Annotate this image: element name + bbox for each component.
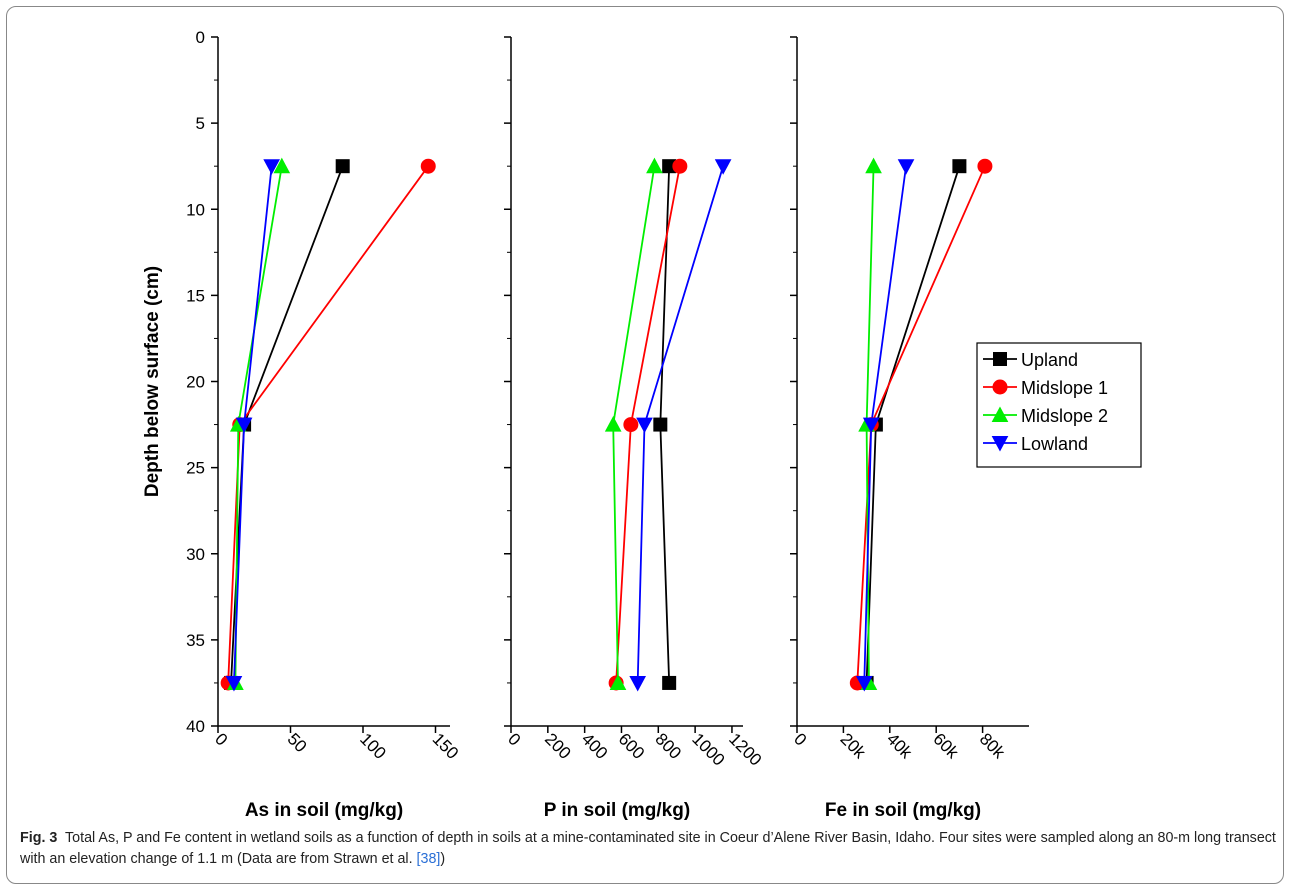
y-tick-label: 25: [186, 459, 205, 478]
caption-end: ): [440, 851, 446, 867]
x-tick-label: 0: [504, 729, 524, 749]
y-tick-label: 10: [186, 200, 205, 219]
y-tick-label: 15: [186, 286, 205, 305]
marker: [672, 158, 688, 174]
marker: [952, 159, 967, 174]
marker: [862, 417, 880, 434]
marker: [855, 675, 873, 692]
caption-ref[interactable]: [38]: [416, 851, 441, 867]
series-line: [227, 165, 429, 683]
marker: [653, 417, 668, 432]
x-tick-label: 800: [651, 729, 684, 762]
marker: [646, 157, 663, 174]
legend-marker: [991, 406, 1009, 422]
marker: [897, 159, 915, 175]
x-tick-label: 40k: [883, 729, 916, 762]
marker: [977, 158, 993, 174]
x-tick-label: 50: [284, 729, 311, 756]
series-line: [636, 165, 724, 683]
marker: [609, 674, 627, 690]
caption: Fig. 3 Total As, P and Fe content in wet…: [20, 828, 1282, 870]
marker: [420, 158, 436, 174]
figure-frame: [6, 6, 1284, 884]
x-axis-label: Fe in soil (mg/kg): [825, 800, 981, 820]
legend-label: Midslope 2: [1021, 406, 1108, 426]
x-tick-label: 80k: [976, 729, 1009, 762]
x-tick-label: 60k: [929, 729, 962, 762]
marker: [629, 675, 647, 692]
x-axis-label: P in soil (mg/kg): [544, 800, 690, 820]
legend-marker: [991, 436, 1009, 452]
x-tick-label: 1000: [688, 729, 728, 769]
marker: [235, 417, 253, 434]
y-tick-label: 30: [186, 545, 205, 564]
marker: [335, 159, 350, 174]
x-tick-label: 0: [790, 729, 810, 749]
caption-label: Fig. 3: [20, 830, 58, 846]
y-tick-label: 35: [186, 631, 205, 650]
legend-marker: [993, 352, 1007, 366]
x-tick-label: 0: [211, 729, 231, 749]
y-tick-label: 20: [186, 373, 205, 392]
x-tick-label: 20k: [837, 729, 870, 762]
caption-text: Total As, P and Fe content in wetland so…: [20, 830, 1276, 867]
y-tick-label: 0: [196, 28, 205, 47]
x-tick-label: 1200: [725, 729, 765, 769]
marker: [662, 675, 677, 690]
legend-label: Upland: [1021, 350, 1078, 370]
y-tick-label: 40: [186, 717, 205, 736]
legend-label: Lowland: [1021, 434, 1088, 454]
y-axis-label: Depth below surface (cm): [142, 266, 163, 497]
marker: [263, 159, 280, 175]
x-tick-label: 400: [578, 729, 611, 762]
x-tick-label: 100: [356, 729, 389, 762]
marker: [636, 417, 653, 434]
y-tick-label: 5: [196, 114, 205, 133]
marker: [273, 157, 291, 174]
marker: [225, 675, 243, 692]
x-axis-label: As in soil (mg/kg): [245, 800, 403, 820]
x-tick-label: 600: [615, 729, 648, 762]
legend-marker: [992, 379, 1008, 395]
x-tick-label: 150: [429, 729, 462, 762]
marker: [623, 417, 639, 433]
marker: [604, 416, 622, 432]
marker: [714, 159, 732, 175]
legend-label: Midslope 1: [1021, 378, 1108, 398]
x-tick-label: 200: [541, 729, 574, 762]
marker: [865, 157, 882, 174]
